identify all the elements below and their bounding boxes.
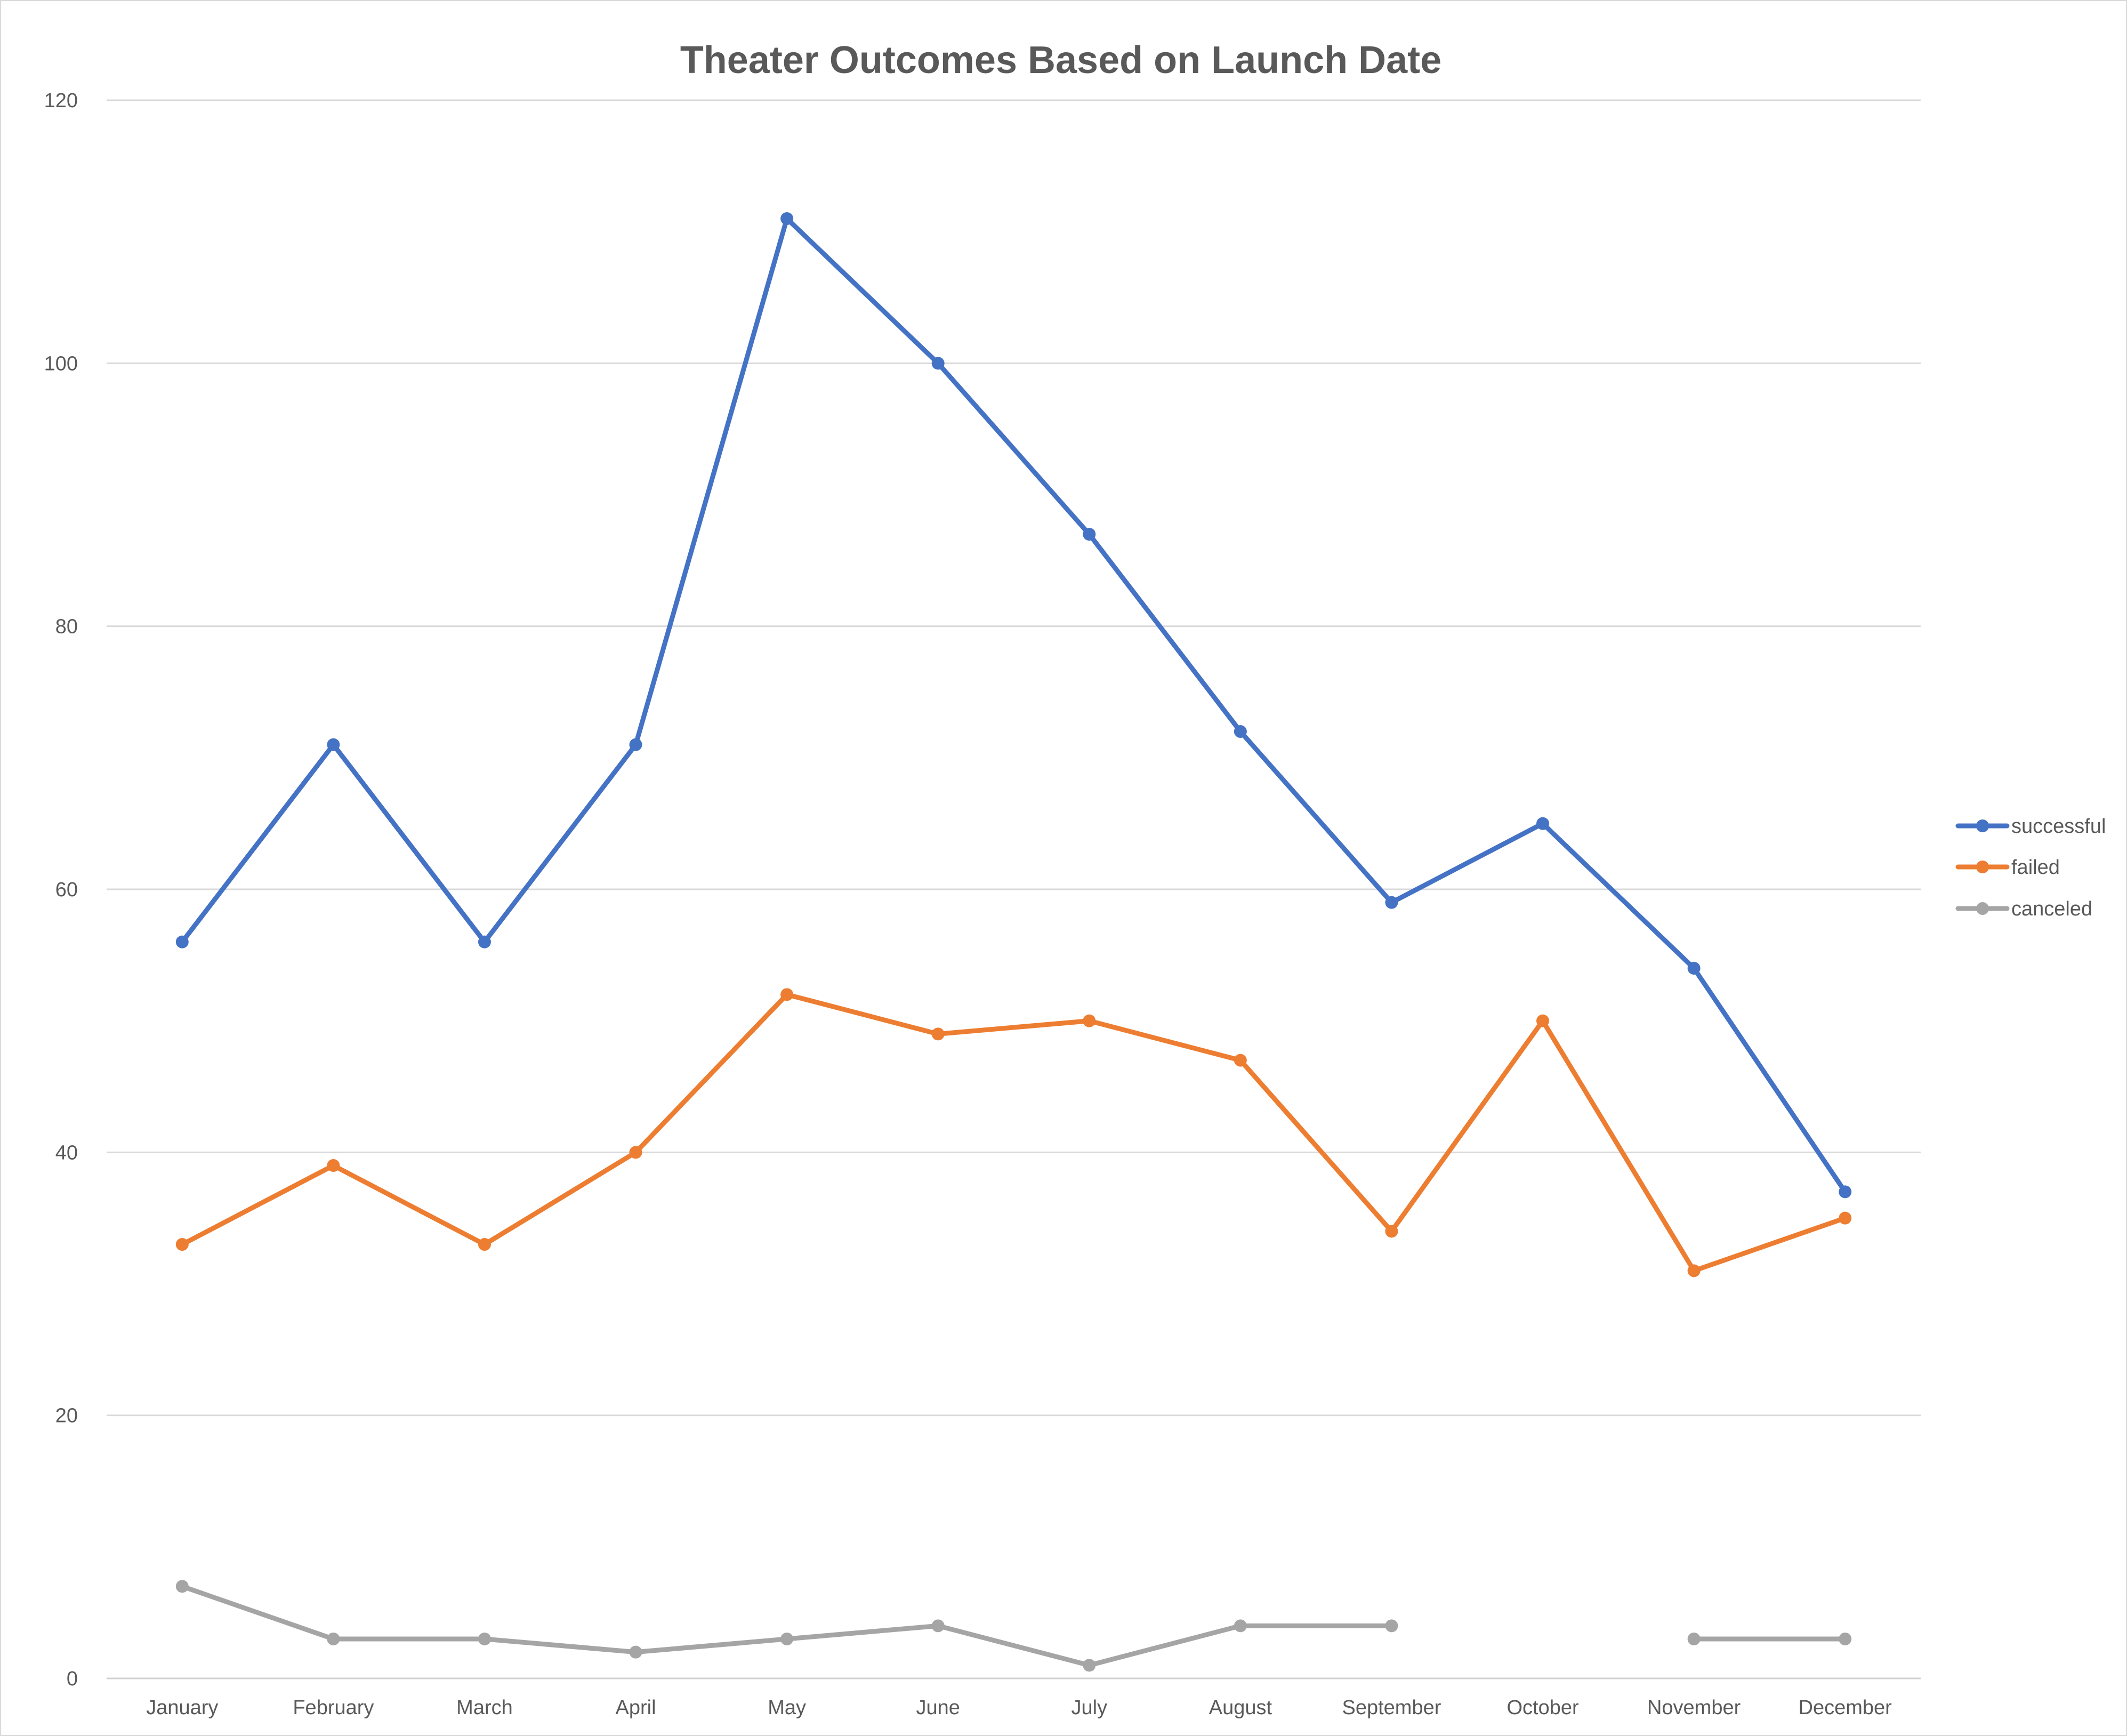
data-point-successful xyxy=(1536,817,1550,830)
x-axis-ticks: January February March April May June July Augu… xyxy=(146,1697,1892,1719)
chart-title: Theater Outcomes Based on Launch Date xyxy=(680,39,1441,82)
y-tick-label: 120 xyxy=(44,90,78,112)
x-tick-label: December xyxy=(1799,1697,1892,1719)
x-tick-label: September xyxy=(1342,1697,1441,1719)
x-tick-label: May xyxy=(768,1697,806,1719)
data-point-successful xyxy=(478,935,491,949)
data-point-failed xyxy=(780,988,794,1001)
data-point-canceled xyxy=(1385,1619,1398,1633)
x-tick-label: March xyxy=(456,1697,513,1719)
gridlines xyxy=(107,99,1921,1679)
data-point-successful xyxy=(629,738,642,751)
data-point-successful xyxy=(931,357,945,370)
y-tick-label: 100 xyxy=(44,352,78,375)
series-canceled xyxy=(175,1580,1852,1672)
x-tick-label: February xyxy=(293,1697,374,1719)
legend-item-successful: successful xyxy=(1955,815,2106,838)
data-point-canceled xyxy=(478,1633,491,1645)
legend-label: failed xyxy=(2011,856,2060,879)
y-tick-label: 40 xyxy=(55,1142,78,1164)
legend-label: canceled xyxy=(2011,898,2092,920)
x-tick-label: November xyxy=(1647,1697,1741,1719)
legend-marker xyxy=(1976,861,1989,873)
data-point-failed xyxy=(1687,1264,1701,1277)
data-point-canceled xyxy=(1234,1619,1247,1633)
series-layer xyxy=(175,212,1852,1672)
data-point-successful xyxy=(175,935,189,949)
x-tick-label: August xyxy=(1209,1697,1272,1719)
series-failed xyxy=(175,988,1852,1277)
series-line-successful xyxy=(180,216,1848,1194)
series-successful xyxy=(175,212,1852,1199)
data-point-failed xyxy=(931,1027,945,1041)
data-point-canceled xyxy=(1083,1659,1096,1672)
data-point-successful xyxy=(327,738,340,751)
data-point-failed xyxy=(478,1238,491,1251)
data-point-successful xyxy=(1839,1185,1852,1199)
data-point-failed xyxy=(1839,1211,1852,1225)
data-point-failed xyxy=(1536,1014,1550,1027)
data-point-canceled xyxy=(931,1619,945,1633)
y-tick-label: 80 xyxy=(55,616,78,638)
legend-marker xyxy=(1976,902,1989,915)
data-point-canceled xyxy=(780,1633,794,1645)
data-point-successful xyxy=(1687,962,1701,975)
legend-marker xyxy=(1976,819,1989,832)
series-line-failed xyxy=(180,992,1848,1273)
y-axis-ticks: 0 20 40 60 80 100 120 xyxy=(44,90,78,1690)
series-line-canceled xyxy=(180,1584,1848,1668)
data-point-successful xyxy=(1234,725,1247,738)
y-tick-label: 0 xyxy=(67,1668,78,1690)
data-point-successful xyxy=(780,212,794,225)
x-tick-label: October xyxy=(1506,1697,1579,1719)
data-point-failed xyxy=(175,1238,189,1251)
data-point-canceled xyxy=(175,1580,189,1593)
x-tick-label: January xyxy=(146,1697,218,1719)
data-point-successful xyxy=(1083,528,1096,541)
data-point-failed xyxy=(629,1146,642,1159)
data-point-failed xyxy=(1385,1225,1398,1238)
data-point-successful xyxy=(1385,896,1398,909)
data-point-canceled xyxy=(629,1645,642,1659)
y-tick-label: 20 xyxy=(55,1405,78,1427)
data-point-canceled xyxy=(1839,1633,1852,1645)
data-point-failed xyxy=(1083,1014,1096,1027)
y-tick-label: 60 xyxy=(55,879,78,901)
data-point-canceled xyxy=(1687,1633,1701,1645)
data-point-canceled xyxy=(327,1633,340,1645)
data-point-failed xyxy=(1234,1054,1247,1067)
data-point-failed xyxy=(327,1159,340,1172)
legend-item-canceled: canceled xyxy=(1955,898,2092,920)
x-tick-label: June xyxy=(916,1697,960,1719)
legend-item-failed: failed xyxy=(1955,856,2060,879)
x-tick-label: April xyxy=(616,1697,656,1719)
legend-label: successful xyxy=(2011,815,2106,838)
legend: successful failed canceled xyxy=(1955,815,2106,920)
x-tick-label: July xyxy=(1071,1697,1108,1719)
